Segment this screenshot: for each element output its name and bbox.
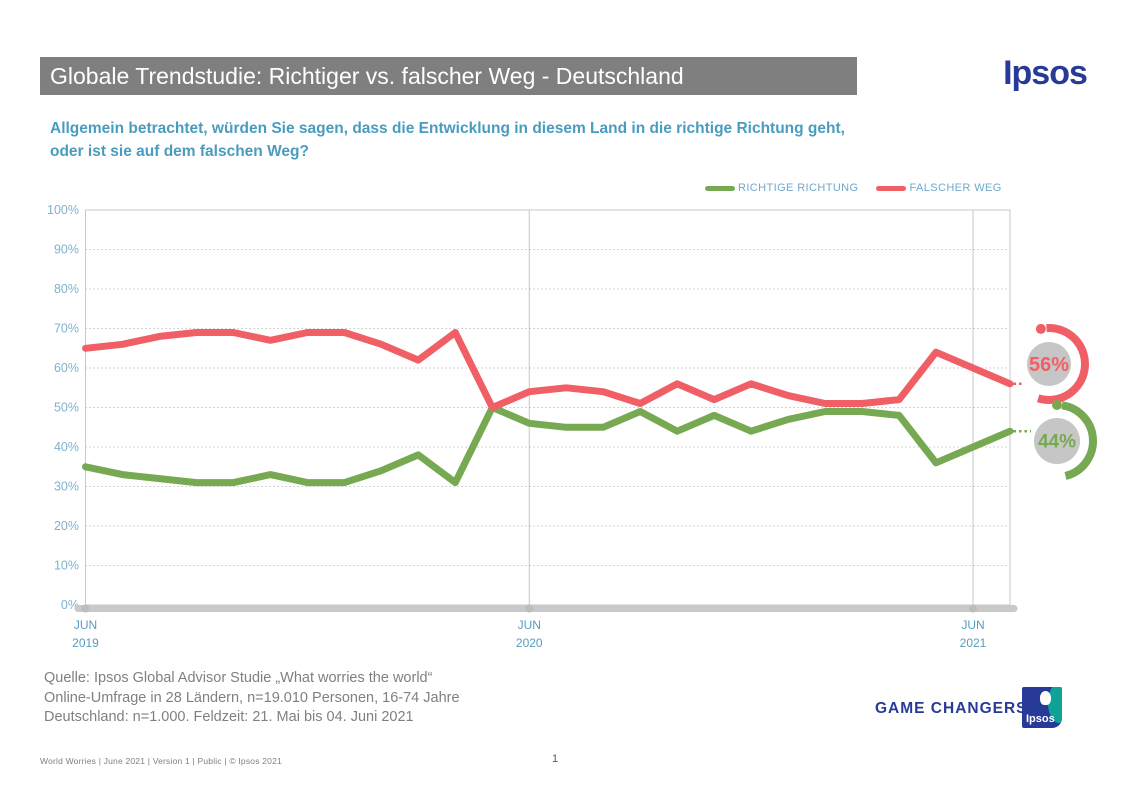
x-axis-label-month: JUN [518,618,541,632]
x-axis-tick-dot [81,604,90,613]
legend-swatch-green [705,185,735,191]
y-axis-label: 10% [54,559,79,573]
y-axis-label: 80% [54,282,79,296]
callout-ring-dot [1035,323,1046,334]
title-bar: Globale Trendstudie: Richtiger vs. falsc… [40,57,857,95]
legend-swatch-red [876,185,907,191]
callout-value-label: 56% [1029,354,1069,376]
y-axis-label: 100% [47,203,79,217]
legend-label-richtige-richtung: RICHTIGE RICHTUNG [738,182,859,194]
callout-circle [1027,342,1071,386]
ipsos-logo-text: Ipsos [1026,713,1055,725]
legend-item-falscher-weg: FALSCHER WEG [876,182,1001,194]
chart-legend: RICHTIGE RICHTUNG FALSCHER WEG [705,182,1002,194]
legend-item-richtige-richtung: RICHTIGE RICHTUNG [705,182,858,194]
chart-line-richtige-richtung [82,404,1014,487]
y-axis-label: 0% [61,598,79,612]
source-line-1: Quelle: Ipsos Global Advisor Studie „Wha… [44,670,433,686]
y-axis-label: 20% [54,519,79,533]
y-axis-label: 90% [54,243,79,257]
ipsos-logo-head-icon [1040,691,1051,705]
source-note: Quelle: Ipsos Global Advisor Studie „Wha… [44,669,460,728]
ipsos-logo: Ipsos [1022,687,1062,728]
y-axis-label: 40% [54,440,79,454]
callout-value-label: 44% [1038,432,1076,453]
y-axis-label: 50% [54,401,79,415]
x-axis-tick-dot [969,604,978,613]
game-changers-tagline: GAME CHANGERS [875,700,1028,717]
ipsos-wordmark: Ipsos [1003,54,1088,92]
question-line-1: Allgemein betrachtet, würden Sie sagen, … [50,120,845,137]
x-axis-label-year: 2021 [960,636,987,650]
source-line-2: Online-Umfrage in 28 Ländern, n=19.010 P… [44,689,460,706]
question-line-2: oder ist sie auf dem falschen Weg? [50,143,309,160]
callout-ring-dot [1052,400,1062,410]
y-axis-label: 30% [54,480,79,494]
y-axis-label: 70% [54,322,79,336]
callout-ring-arc [1036,324,1089,404]
chart-line-falscher-weg [82,329,1014,411]
legend-label-falscher-weg: FALSCHER WEG [909,182,1002,194]
plot-border [85,209,1011,606]
y-axis-label: 60% [54,361,79,375]
callout-circle [1034,418,1080,464]
question-text: Allgemein betrachtet, würden Sie sagen, … [50,117,1030,163]
ipsos-logo-teal-shape [1048,687,1062,723]
x-axis-label-month: JUN [74,618,97,632]
x-axis-label-month: JUN [961,618,984,632]
x-axis-label-year: 2019 [72,636,99,650]
callout-ring-arc [1061,401,1097,480]
source-line-3: Deutschland: n=1.000. Feldzeit: 21. Mai … [44,709,414,725]
page-number: 1 [552,753,559,765]
x-axis-tick-dot [525,604,534,613]
x-axis-label-year: 2020 [516,636,543,650]
footer-meta: World Worries | June 2021 | Version 1 | … [40,756,282,766]
page-title: Globale Trendstudie: Richtiger vs. falsc… [50,63,684,89]
